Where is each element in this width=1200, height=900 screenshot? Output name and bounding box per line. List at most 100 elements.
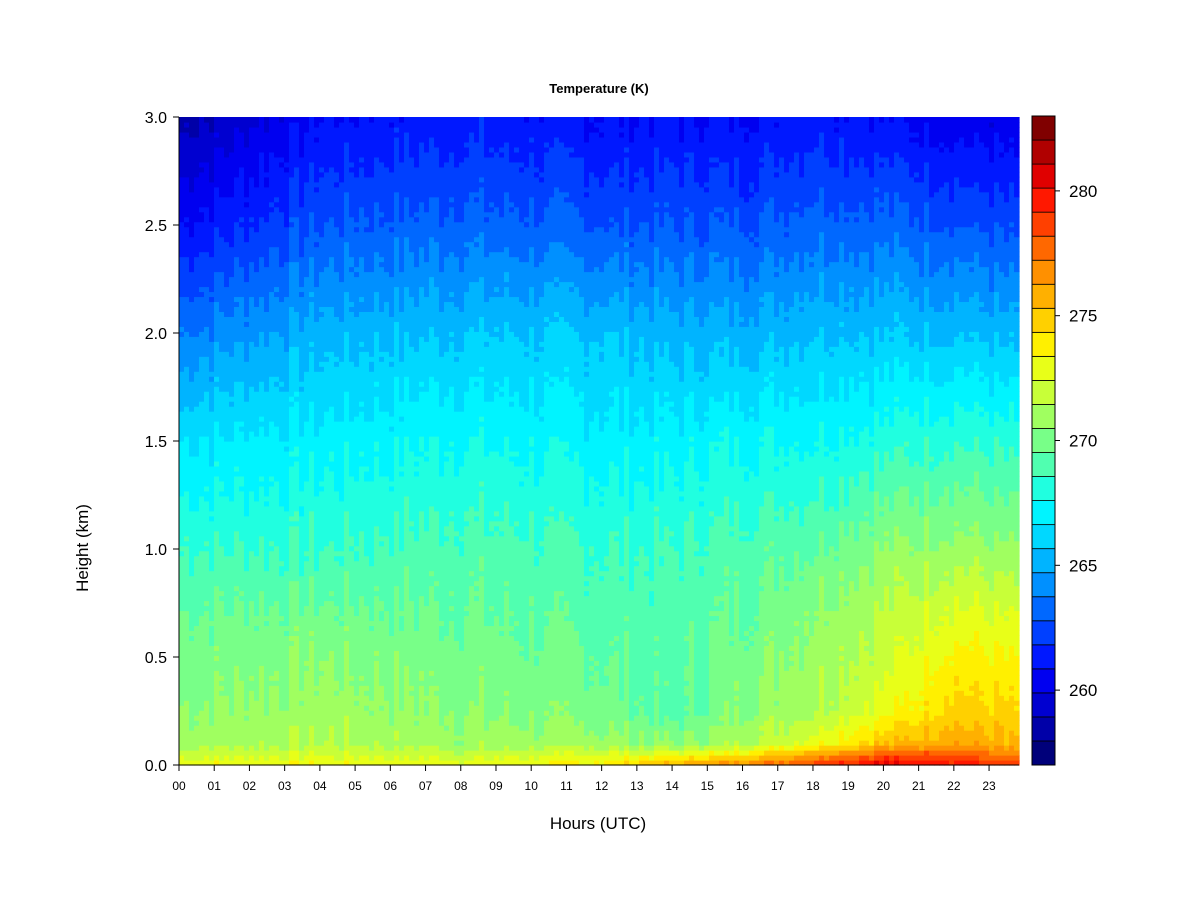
heatmap-cell <box>249 531 255 537</box>
heatmap-cell <box>254 296 260 302</box>
heatmap-cell <box>309 750 315 756</box>
heatmap-cell <box>189 635 195 641</box>
heatmap-cell <box>239 456 245 462</box>
heatmap-cell <box>244 551 250 557</box>
heatmap-cell <box>369 486 375 492</box>
heatmap-cell <box>344 735 350 741</box>
heatmap-cell <box>294 576 300 582</box>
heatmap-cell <box>339 720 345 726</box>
heatmap-cell <box>314 217 320 223</box>
heatmap-cell <box>314 620 320 626</box>
heatmap-cell <box>199 291 205 297</box>
heatmap-cell <box>249 481 255 487</box>
heatmap-cell <box>184 715 190 721</box>
heatmap-cell <box>234 217 240 223</box>
heatmap-cell <box>359 625 365 631</box>
heatmap-cell <box>264 316 270 322</box>
heatmap-cell <box>299 132 305 138</box>
heatmap-cell <box>339 496 345 502</box>
heatmap-cell <box>229 461 235 467</box>
heatmap-cell <box>244 486 250 492</box>
heatmap-cell <box>329 695 335 701</box>
heatmap-cell <box>189 252 195 258</box>
heatmap-cell <box>279 461 285 467</box>
heatmap-cell <box>359 257 365 263</box>
heatmap-cell <box>219 122 225 128</box>
heatmap-cell <box>184 202 190 208</box>
heatmap-cell <box>354 571 360 577</box>
heatmap-cell <box>179 127 185 133</box>
heatmap-cell <box>204 750 210 756</box>
heatmap-cell <box>179 172 185 178</box>
heatmap-cell <box>349 571 355 577</box>
heatmap-cell <box>304 157 310 163</box>
heatmap-cell <box>214 601 220 607</box>
heatmap-cell <box>339 122 345 128</box>
heatmap-cell <box>309 396 315 402</box>
heatmap-cell <box>184 451 190 457</box>
heatmap-cell <box>314 640 320 646</box>
heatmap-cell <box>244 152 250 158</box>
heatmap-cell <box>204 536 210 542</box>
heatmap-cell <box>274 501 280 507</box>
heatmap-cell <box>349 237 355 243</box>
heatmap-cell <box>294 491 300 497</box>
heatmap-cell <box>354 311 360 317</box>
heatmap-cell <box>249 207 255 213</box>
heatmap-cell <box>204 571 210 577</box>
heatmap-cell <box>184 272 190 278</box>
heatmap-cell <box>329 132 335 138</box>
heatmap-cell <box>189 351 195 357</box>
heatmap-cell <box>274 376 280 382</box>
heatmap-cell <box>244 272 250 278</box>
heatmap-cell <box>244 182 250 188</box>
heatmap-cell <box>274 177 280 183</box>
heatmap-cell <box>274 351 280 357</box>
heatmap-cell <box>319 501 325 507</box>
heatmap-cell <box>249 356 255 362</box>
heatmap-cell <box>279 311 285 317</box>
heatmap-cell <box>284 262 290 268</box>
heatmap-cell <box>179 556 185 562</box>
heatmap-cell <box>334 541 340 547</box>
heatmap-cell <box>259 591 265 597</box>
heatmap-cell <box>344 336 350 342</box>
heatmap-cell <box>254 396 260 402</box>
heatmap-cell <box>349 620 355 626</box>
heatmap-cell <box>279 182 285 188</box>
heatmap-cell <box>284 177 290 183</box>
heatmap-cell <box>289 272 295 278</box>
heatmap-cell <box>354 232 360 238</box>
heatmap-cell <box>289 222 295 228</box>
heatmap-cell <box>359 127 365 133</box>
heatmap-cell <box>244 202 250 208</box>
heatmap-cell <box>349 695 355 701</box>
heatmap-cell <box>204 262 210 268</box>
heatmap-cell <box>304 451 310 457</box>
heatmap-cell <box>219 571 225 577</box>
heatmap-cell <box>194 306 200 312</box>
heatmap-cell <box>329 177 335 183</box>
heatmap-cell <box>359 750 365 756</box>
heatmap-cell <box>299 461 305 467</box>
heatmap-cell <box>274 426 280 432</box>
heatmap-cell <box>344 730 350 736</box>
heatmap-cell <box>269 272 275 278</box>
heatmap-cell <box>189 346 195 352</box>
heatmap-cell <box>314 546 320 552</box>
heatmap-cell <box>299 122 305 128</box>
heatmap-cell <box>369 501 375 507</box>
heatmap-cell <box>279 456 285 462</box>
heatmap-cell <box>329 401 335 407</box>
heatmap-cell <box>209 566 215 572</box>
heatmap-cell <box>294 301 300 307</box>
heatmap-cell <box>209 481 215 487</box>
heatmap-cell <box>204 615 210 621</box>
heatmap-cell <box>334 710 340 716</box>
heatmap-cell <box>334 601 340 607</box>
heatmap-cell <box>259 386 265 392</box>
heatmap-cell <box>349 750 355 756</box>
heatmap-cell <box>364 421 370 427</box>
heatmap-cell <box>254 591 260 597</box>
heatmap-cell <box>259 466 265 472</box>
